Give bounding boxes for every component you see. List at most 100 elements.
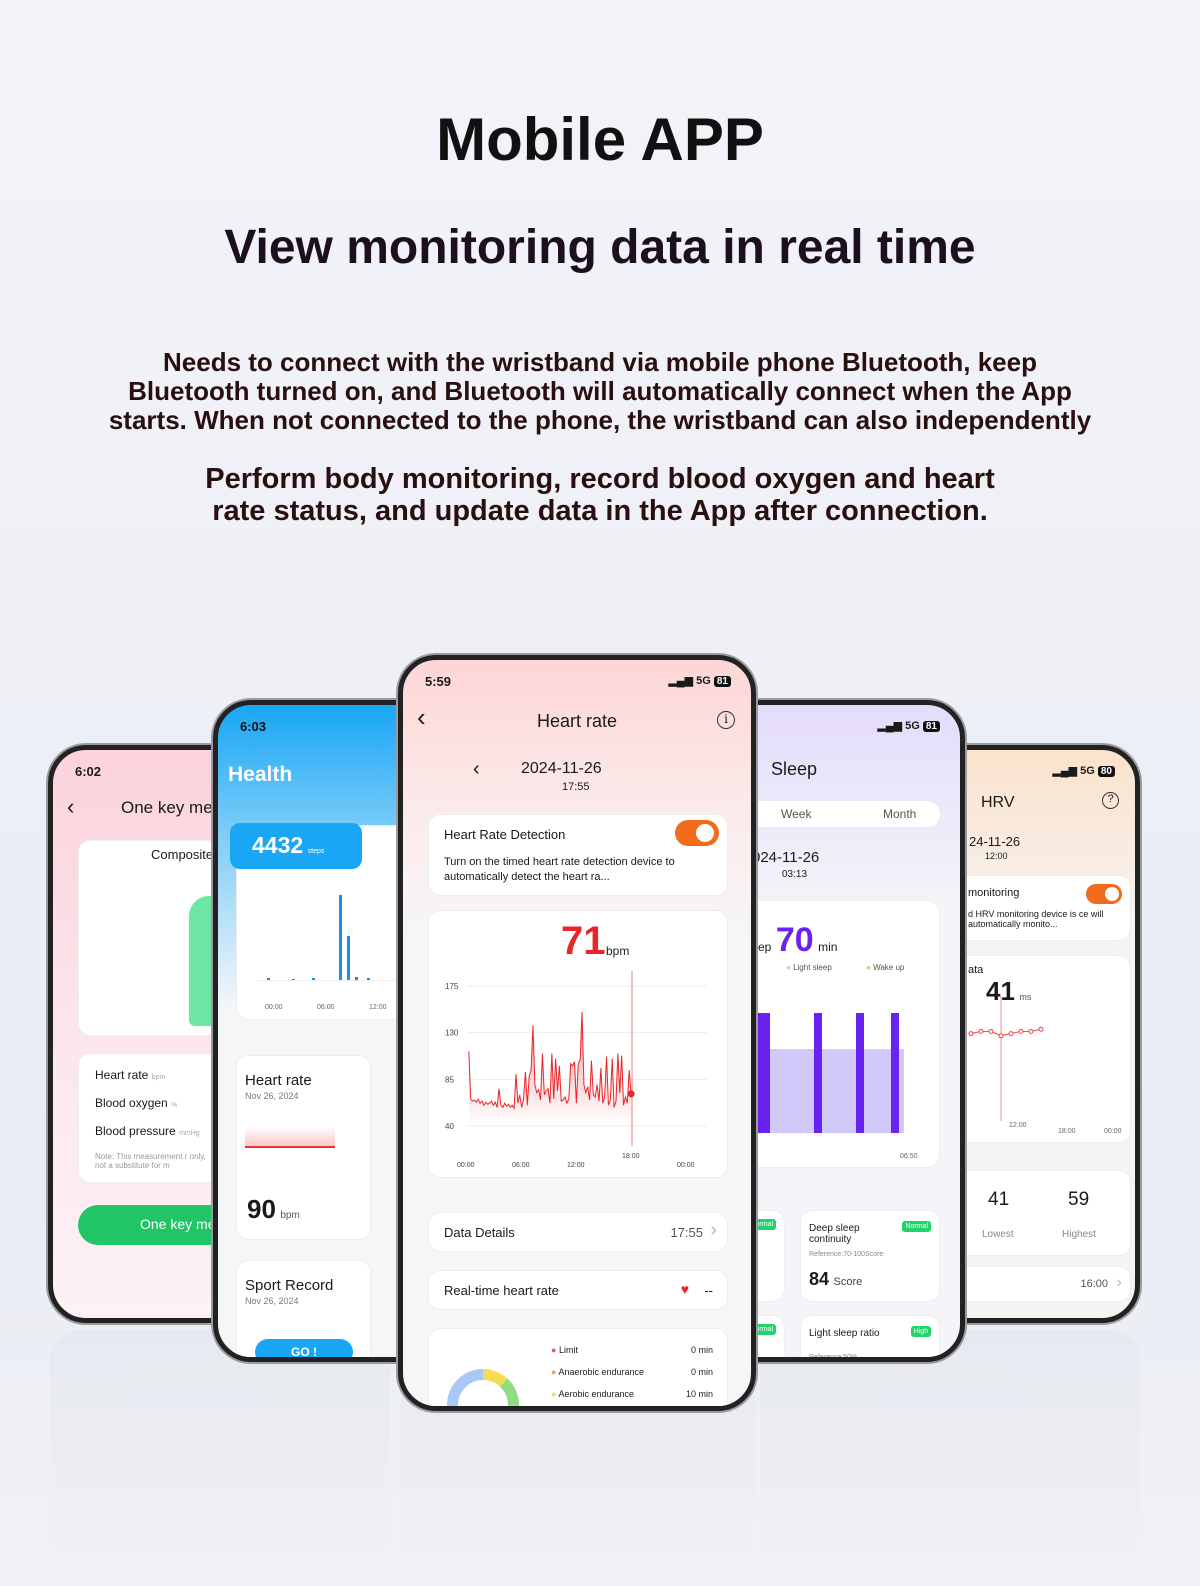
steps-unit: steps bbox=[307, 848, 325, 855]
step-bar bbox=[347, 935, 350, 980]
status-badge: Normal bbox=[747, 1219, 776, 1230]
detection-card: Heart Rate Detection Turn on the timed h… bbox=[428, 814, 728, 896]
mini-heart-chart bbox=[245, 1126, 335, 1148]
metric-heart-rate: Heart rate bpm bbox=[95, 1068, 166, 1082]
hrv-point bbox=[1018, 1028, 1024, 1034]
series-line bbox=[468, 1011, 632, 1111]
zone-value: 0 min bbox=[690, 1367, 713, 1377]
y-tick-label: 130 bbox=[445, 1029, 459, 1038]
detection-title: Heart Rate Detection bbox=[444, 827, 566, 842]
screen-title: Heart rate bbox=[536, 711, 618, 731]
deep-sleep-continuity-card[interactable]: Deep sleep continuity Normal Reference:7… bbox=[800, 1210, 940, 1302]
zone-value: 10 min bbox=[685, 1389, 713, 1399]
deep-sleep-bar bbox=[814, 1013, 822, 1133]
screen-title: One key me bbox=[121, 798, 213, 817]
card-title: Light sleep ratio bbox=[809, 1328, 880, 1339]
monitor-desc: d HRV monitoring device is ce will autom… bbox=[968, 909, 1104, 929]
go-button[interactable]: GO ! bbox=[255, 1339, 353, 1357]
heart-rate-zones-card: ● Limit 0 min ● Anaerobic endurance 0 min ● … bbox=[428, 1328, 728, 1406]
card-title: Deep sleep continuity bbox=[809, 1223, 860, 1245]
section-label: ata bbox=[968, 964, 984, 976]
legend-wake-up: ● Wake up bbox=[866, 963, 905, 972]
tab-week[interactable]: Week bbox=[781, 807, 812, 821]
data-details-row[interactable]: Data Details 17:55 › bbox=[428, 1212, 728, 1252]
metric-blood-pressure: Blood pressure mmHg bbox=[95, 1124, 200, 1138]
hr-value: 90 bpm bbox=[247, 1194, 300, 1224]
back-icon[interactable]: ‹ bbox=[67, 794, 75, 819]
sport-record-card[interactable]: Sport Record Nov 26, 2024 GO ! bbox=[236, 1260, 371, 1357]
step-bar bbox=[367, 978, 370, 980]
light-sleep-ratio-card[interactable]: Light sleep ratio High Reference:50% bbox=[800, 1315, 940, 1361]
data-time: 17:55 bbox=[670, 1225, 703, 1240]
end-time: 06:50 bbox=[900, 1153, 918, 1160]
detection-toggle[interactable] bbox=[675, 820, 719, 846]
page-title: Mobile APP bbox=[436, 106, 764, 173]
steps-badge[interactable]: 4432 steps bbox=[230, 823, 362, 869]
hrv-point bbox=[988, 1028, 994, 1034]
tick: 18:00 bbox=[1058, 1128, 1076, 1135]
highest-label: Highest bbox=[1062, 1229, 1096, 1240]
screen-title: HRV bbox=[981, 794, 1015, 811]
screen-title: Health bbox=[228, 763, 293, 786]
hrv-point bbox=[1008, 1031, 1014, 1037]
zone-value: 0 min bbox=[690, 1345, 713, 1355]
clock: 17:55 bbox=[562, 781, 590, 793]
data-details-label: Data Details bbox=[444, 1225, 515, 1240]
sleep-value: ep 70 min bbox=[758, 921, 838, 959]
screen-title: Sleep bbox=[771, 759, 818, 779]
card-title: Heart rate bbox=[245, 1072, 312, 1089]
realtime-heart-rate-row[interactable]: Real-time heart rate ♥ -- bbox=[428, 1270, 728, 1310]
status-time: 5:59 bbox=[425, 674, 452, 689]
y-tick-label: 175 bbox=[445, 982, 459, 991]
detection-desc: Turn on the timed heart rate detection d… bbox=[444, 856, 675, 883]
zone-label: Aerobic endurance bbox=[558, 1389, 635, 1399]
period-tabs: Week Month bbox=[735, 801, 940, 827]
date: 24-11-26 bbox=[969, 834, 1021, 849]
tick: 12:00 bbox=[1009, 1122, 1027, 1129]
phone-heart-rate: 5:59 ▂▄▆ 5G 81 ‹ Heart rate i ‹ 2024-11-… bbox=[398, 655, 756, 1411]
monitor-title: monitoring bbox=[968, 887, 1020, 899]
heart-rate-card[interactable]: Heart rate Nov 26, 2024 90 bpm bbox=[236, 1055, 371, 1240]
legend-light-sleep: ● Light sleep bbox=[786, 963, 832, 972]
light-sleep-area bbox=[756, 1049, 904, 1133]
step-bar bbox=[355, 976, 358, 980]
monitoring-toggle[interactable] bbox=[1086, 884, 1122, 904]
bpm-unit: bpm bbox=[606, 944, 630, 958]
tick: 00:00 bbox=[265, 1004, 283, 1011]
hrv-point bbox=[1028, 1028, 1034, 1034]
page-subtitle: View monitoring data in real time bbox=[224, 221, 976, 274]
detail-time: 16:00 bbox=[1080, 1278, 1108, 1290]
reflection bbox=[50, 1330, 390, 1586]
y-tick-label: 40 bbox=[445, 1122, 454, 1131]
current-bpm: 71 bbox=[561, 919, 606, 963]
date: 2024-11-26 bbox=[521, 760, 602, 777]
step-bar bbox=[292, 979, 295, 980]
tab-month[interactable]: Month bbox=[883, 807, 917, 821]
info-icon[interactable]: i bbox=[717, 711, 735, 729]
tick: 00:00 bbox=[1104, 1128, 1122, 1135]
hrv-value: 41 ms bbox=[986, 976, 1032, 1006]
hrv-chart bbox=[968, 996, 1044, 1121]
realtime-value: -- bbox=[704, 1283, 713, 1298]
chevron-right-icon: › bbox=[1116, 1274, 1122, 1291]
heart-rate-chart-card: 71 bpm 40 85 130 175 00:00 06:00 12:00 18:00 00:… bbox=[428, 910, 728, 1178]
y-tick-label: 85 bbox=[445, 1075, 454, 1084]
reference: Reference:50% bbox=[809, 1354, 858, 1361]
card-date: Nov 26, 2024 bbox=[245, 1296, 299, 1306]
hrv-point bbox=[1038, 1026, 1044, 1032]
help-icon[interactable]: ? bbox=[1102, 792, 1119, 809]
steps-chart bbox=[257, 895, 407, 981]
back-icon[interactable]: ‹ bbox=[417, 702, 426, 732]
step-bar bbox=[267, 978, 270, 980]
clock: 12:00 bbox=[985, 851, 1008, 861]
tick: 06:00 bbox=[317, 1004, 335, 1011]
tick: 12:00 bbox=[369, 1004, 387, 1011]
deep-sleep-bar bbox=[856, 1013, 864, 1133]
x-tick-label: 18:00 bbox=[622, 1153, 640, 1160]
clock: 03:13 bbox=[782, 869, 808, 880]
status-signal: ▂▄▆ 5G 81 bbox=[877, 719, 940, 732]
metric-blood-oxygen: Blood oxygen % bbox=[95, 1096, 178, 1110]
status-badge: Normal bbox=[747, 1324, 776, 1335]
previous-date-icon[interactable]: ‹ bbox=[473, 758, 480, 780]
highest-value: 59 bbox=[1068, 1189, 1090, 1210]
